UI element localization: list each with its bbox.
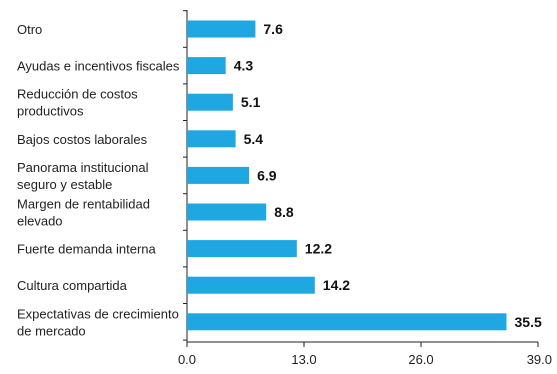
bar <box>187 57 226 75</box>
x-tick-label: 26.0 <box>408 352 433 367</box>
bar <box>187 203 267 221</box>
bar <box>187 240 297 258</box>
value-label: 5.1 <box>241 94 261 110</box>
value-label: 14.2 <box>323 277 350 293</box>
value-label: 7.6 <box>263 21 283 37</box>
category-label: Expectativas de crecimiento de mercado <box>17 306 179 338</box>
bar <box>187 276 315 294</box>
value-label: 4.3 <box>234 58 254 74</box>
category-label: Otro <box>17 22 42 37</box>
x-tick-label: 0.0 <box>178 352 196 367</box>
value-label: 5.4 <box>244 131 264 147</box>
bar <box>187 20 256 38</box>
bar <box>187 166 250 184</box>
bar <box>187 93 233 111</box>
category-label: Fuerte demanda interna <box>17 242 157 257</box>
category-label: Bajos costos laborales <box>17 132 148 147</box>
bars-group <box>183 10 507 341</box>
value-label: 6.9 <box>257 167 277 183</box>
category-labels-group: Otro Ayudas e incentivos fiscales Reducció… <box>17 22 180 338</box>
bar <box>187 130 236 148</box>
x-tick-label: 13.0 <box>291 352 316 367</box>
value-label: 35.5 <box>515 314 542 330</box>
x-ticks-group: 0.0 13.0 26.0 39.0 <box>178 342 552 367</box>
bar <box>187 313 507 331</box>
category-label: Cultura compartida <box>17 278 128 293</box>
value-label: 12.2 <box>305 241 332 257</box>
category-label: Panorama institucional seguro y estable <box>17 160 149 192</box>
category-label: Ayudas e incentivos fiscales <box>17 59 180 74</box>
value-labels-group: 7.6 4.3 5.1 5.4 6.9 8.8 12.2 14.2 35.5 <box>234 21 542 330</box>
category-label: Reducción de costos productivos <box>17 87 138 119</box>
value-label: 8.8 <box>274 204 294 220</box>
x-tick-label: 39.0 <box>527 352 552 367</box>
category-label: Margen de rentabilidad elevado <box>17 197 150 229</box>
